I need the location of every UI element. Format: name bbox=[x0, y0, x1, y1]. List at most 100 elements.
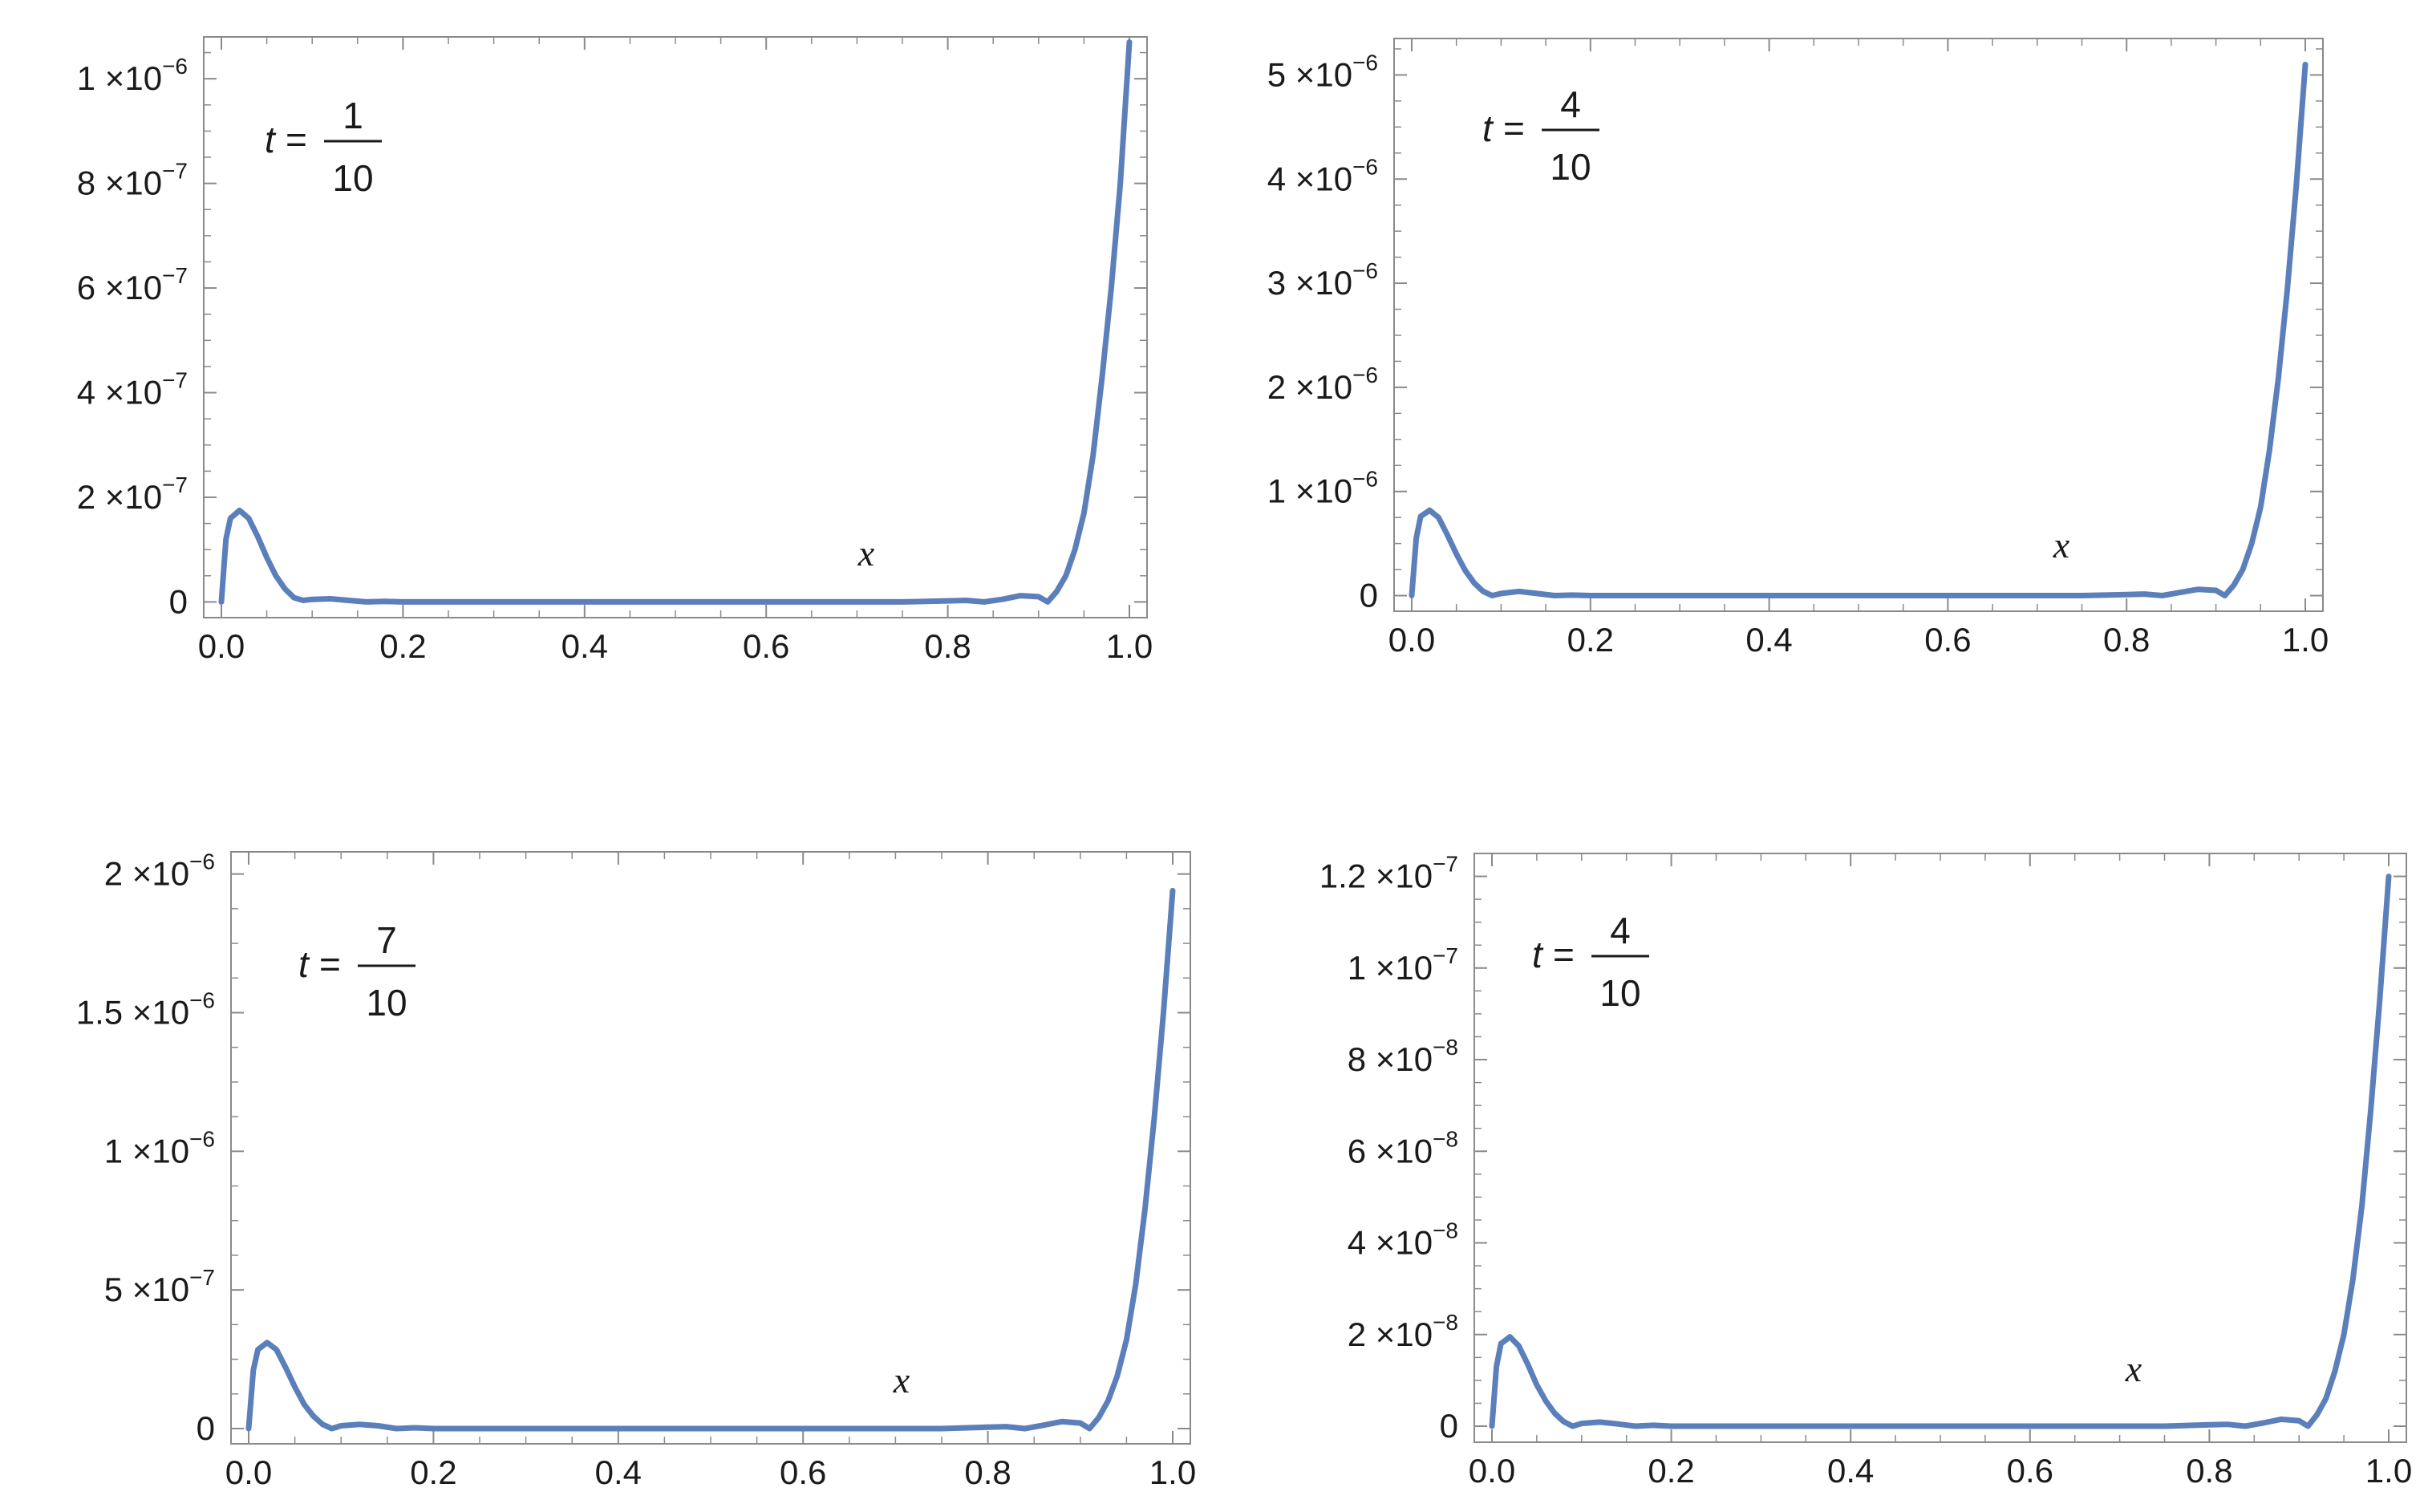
y-tick-label: 4 ×10−6 bbox=[1267, 154, 1378, 197]
y-tick-label: 1 ×10−6 bbox=[77, 54, 188, 97]
annotation-equals: = bbox=[319, 943, 341, 985]
chart-panel-4: 0.0 0.2 0.4 0.6 0.8 1.002 ×10−84 ×10−86 ×10−8… bbox=[1319, 852, 2412, 1490]
y-tick-exponent: −7 bbox=[1433, 852, 1458, 877]
x-tick-label: 0.2 bbox=[1648, 1452, 1694, 1490]
annotation-numerator: 4 bbox=[1610, 910, 1631, 951]
y-tick-mantissa: 6 ×10 bbox=[1348, 1132, 1433, 1169]
y-tick-mantissa: 2 ×10 bbox=[104, 855, 189, 893]
annotation-equals: = bbox=[1503, 107, 1525, 149]
x-tick-label: 0.6 bbox=[743, 627, 789, 665]
x-tick-label: 0.4 bbox=[595, 1453, 642, 1491]
x-tick-label: 0.8 bbox=[924, 627, 971, 665]
x-tick-label: 0.8 bbox=[964, 1453, 1011, 1491]
y-tick-label: 6 ×10−7 bbox=[77, 263, 188, 306]
y-tick-mantissa: 8 ×10 bbox=[1348, 1040, 1433, 1078]
x-tick-label: 0.2 bbox=[1567, 621, 1614, 659]
plot-frame bbox=[1393, 38, 2324, 612]
x-tick-label: 0.6 bbox=[2007, 1452, 2053, 1490]
x-tick-label: 0.0 bbox=[1388, 621, 1435, 659]
y-tick-exponent: −7 bbox=[162, 368, 188, 393]
x-tick-label: 0.2 bbox=[379, 627, 426, 665]
y-tick-label: 0 bbox=[169, 582, 188, 620]
y-tick-mantissa: 5 ×10 bbox=[1267, 55, 1352, 93]
x-tick-label: 1.0 bbox=[1106, 627, 1153, 665]
y-tick-label: 0 bbox=[1360, 577, 1378, 614]
plot-frame bbox=[230, 851, 1191, 1445]
annotation-numerator: 7 bbox=[376, 919, 397, 961]
annotation-denominator: 10 bbox=[332, 157, 373, 199]
y-tick-exponent: −7 bbox=[162, 263, 188, 288]
annotation-variable: t bbox=[265, 119, 277, 160]
y-tick-label: 2 ×10−6 bbox=[1267, 363, 1378, 406]
y-tick-mantissa: 1.5 ×10 bbox=[76, 993, 189, 1031]
annotation-denominator: 10 bbox=[366, 982, 407, 1024]
y-tick-exponent: −6 bbox=[189, 1126, 215, 1151]
x-axis-label: x bbox=[893, 1360, 910, 1401]
series-line bbox=[245, 887, 1176, 1432]
y-tick-label: 1.2 ×10−7 bbox=[1319, 852, 1458, 895]
y-tick-exponent: −6 bbox=[1352, 258, 1378, 283]
y-tick-mantissa: 4 ×10 bbox=[77, 374, 162, 411]
y-tick-label: 1 ×10−6 bbox=[104, 1126, 215, 1169]
y-tick-mantissa: 0 bbox=[197, 1409, 215, 1447]
y-tick-mantissa: 8 ×10 bbox=[77, 164, 162, 202]
y-tick-mantissa: 1 ×10 bbox=[77, 59, 162, 97]
y-tick-exponent: −8 bbox=[1433, 1035, 1458, 1060]
y-tick-label: 1 ×10−7 bbox=[1348, 943, 1458, 987]
y-tick-mantissa: 3 ×10 bbox=[1267, 264, 1352, 302]
y-tick-label: 5 ×10−6 bbox=[1267, 50, 1378, 93]
x-tick-label: 0.0 bbox=[198, 627, 245, 665]
x-tick-label: 0.4 bbox=[561, 627, 608, 665]
y-tick-label: 6 ×10−8 bbox=[1348, 1126, 1458, 1169]
x-axis-label: x bbox=[2053, 525, 2070, 565]
y-tick-exponent: −6 bbox=[1352, 363, 1378, 387]
y-tick-mantissa: 2 ×10 bbox=[1348, 1315, 1433, 1353]
x-axis-label: x bbox=[2125, 1348, 2142, 1389]
x-tick-label: 0.4 bbox=[1745, 621, 1792, 659]
y-tick-mantissa: 2 ×10 bbox=[1267, 368, 1352, 406]
annotation-variable: t bbox=[1482, 107, 1494, 149]
y-tick-exponent: −8 bbox=[1433, 1310, 1458, 1335]
chart-panel-3: 0.0 0.2 0.4 0.6 0.8 1.0 0 5 ×10−7 1 ×10−6 1.5 ×10… bbox=[76, 849, 1196, 1491]
y-tick-label: 2 ×10−6 bbox=[104, 849, 215, 893]
y-tick-exponent: −7 bbox=[162, 472, 188, 497]
y-tick-mantissa: 2 ×10 bbox=[77, 478, 162, 516]
x-tick-label: 0.0 bbox=[225, 1453, 272, 1491]
y-tick-exponent: −6 bbox=[162, 54, 188, 79]
y-tick-exponent: −7 bbox=[1433, 943, 1458, 968]
x-tick-label: 0.8 bbox=[2103, 621, 2150, 659]
annotation-variable: t bbox=[1532, 934, 1544, 975]
annotation-variable: t bbox=[298, 943, 310, 985]
y-tick-label: 4 ×10−7 bbox=[77, 368, 188, 411]
y-tick-label: 2 ×10−8 bbox=[1348, 1310, 1458, 1353]
y-tick-mantissa: 0 bbox=[1360, 577, 1378, 614]
y-tick-label: 1 ×10−6 bbox=[1267, 467, 1378, 510]
y-tick-label: 5 ×10−7 bbox=[104, 1265, 215, 1308]
series-line bbox=[1489, 874, 2392, 1429]
y-tick-label: 8 ×10−7 bbox=[77, 159, 188, 202]
y-tick-exponent: −6 bbox=[1352, 467, 1378, 492]
x-tick-label: 0.2 bbox=[410, 1453, 456, 1491]
annotation-numerator: 1 bbox=[343, 95, 363, 136]
series-line bbox=[1409, 62, 2309, 598]
annotation-equals: = bbox=[286, 119, 307, 160]
y-tick-exponent: −6 bbox=[189, 849, 215, 874]
y-tick-exponent: −7 bbox=[189, 1265, 215, 1290]
y-tick-label: 0 bbox=[197, 1409, 215, 1447]
x-tick-label: 1.0 bbox=[2282, 621, 2329, 659]
y-tick-mantissa: 4 ×10 bbox=[1348, 1224, 1433, 1262]
annotation-denominator: 10 bbox=[1550, 146, 1591, 188]
y-tick-label: 2 ×10−7 bbox=[77, 472, 188, 516]
y-tick-mantissa: 4 ×10 bbox=[1267, 160, 1352, 197]
x-tick-label: 0.6 bbox=[780, 1453, 826, 1491]
x-tick-label: 0.4 bbox=[1827, 1452, 1874, 1490]
x-tick-label: 1.0 bbox=[1149, 1453, 1196, 1491]
y-tick-exponent: −6 bbox=[189, 987, 215, 1012]
y-tick-exponent: −7 bbox=[162, 159, 188, 184]
y-tick-mantissa: 1 ×10 bbox=[1267, 472, 1352, 510]
y-tick-exponent: −6 bbox=[1352, 50, 1378, 75]
y-tick-mantissa: 0 bbox=[169, 582, 188, 620]
x-axis-label: x bbox=[857, 533, 875, 574]
series-line bbox=[218, 39, 1133, 605]
